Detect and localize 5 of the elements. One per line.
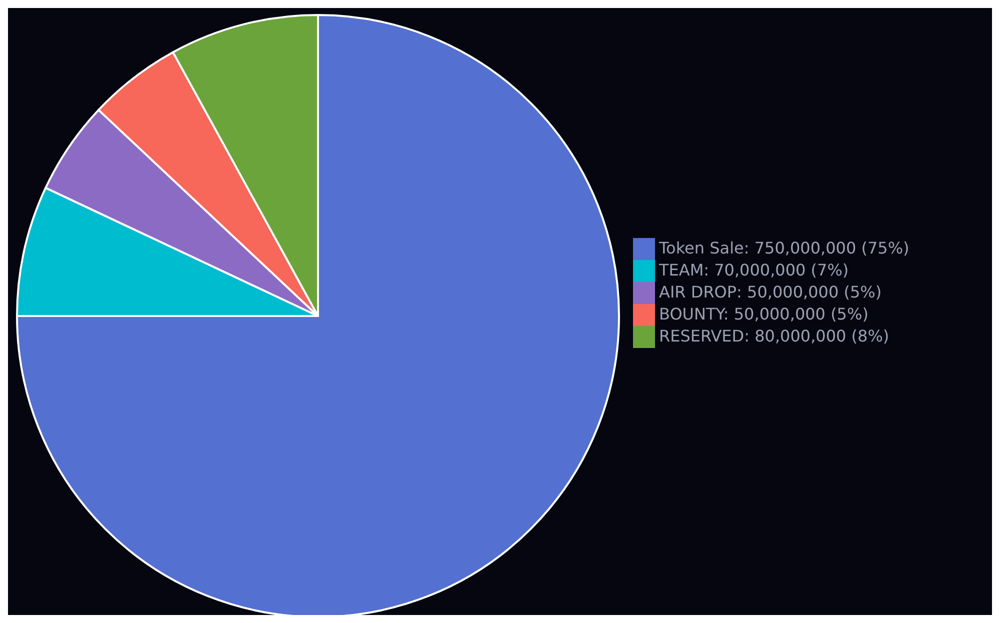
legend-label: TEAM: 70,000,000 (7%) xyxy=(659,260,849,280)
legend-label: BOUNTY: 50,000,000 (5%) xyxy=(659,304,868,324)
legend-label: Token Sale: 750,000,000 (75%) xyxy=(659,238,910,258)
legend-label: RESERVED: 80,000,000 (8%) xyxy=(659,326,890,346)
legend-label: AIR DROP: 50,000,000 (5%) xyxy=(659,282,882,302)
